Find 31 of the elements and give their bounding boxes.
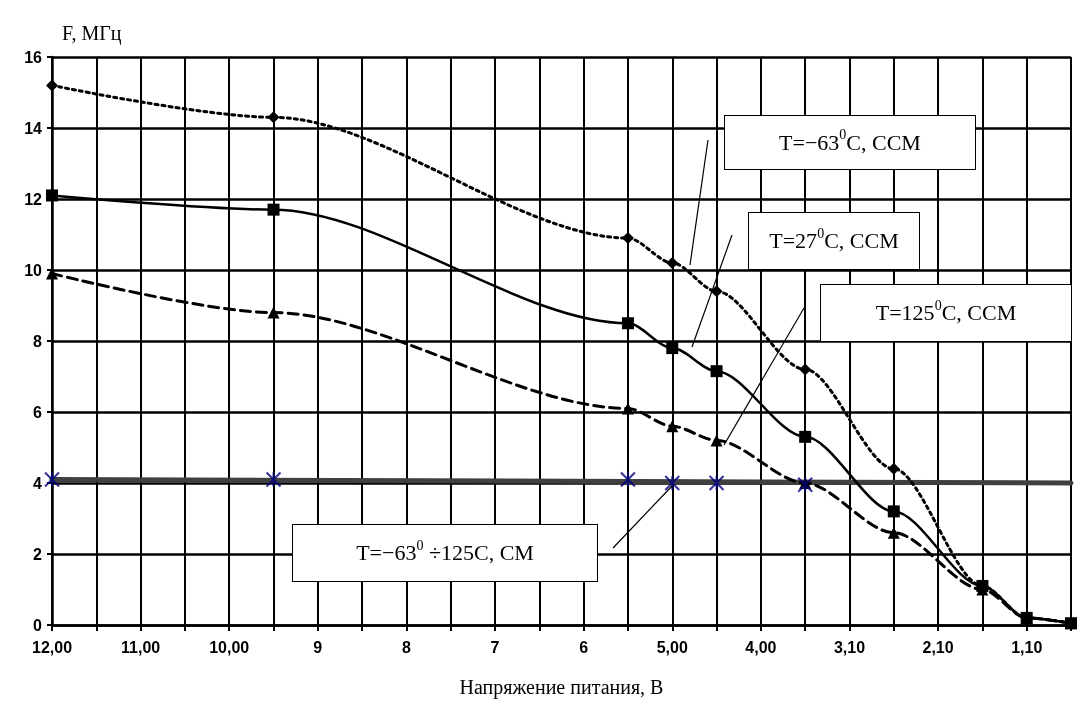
x-axis-title: Напряжение питания, В [459,676,664,699]
annotation: T=27$^{0}$C, ССМ [769,225,899,254]
x-tick-label: 4,00 [745,638,777,656]
annotation: T=125$^{0}$C, ССМ [875,297,1017,326]
callout-box: T=−63$^{0}$ ÷125C, СМ [292,524,598,582]
x-tick-label: 6 [579,638,589,656]
annotation: T=−63$^{0}$ ÷125C, СМ [356,537,534,566]
y-tick-label: 6 [33,403,43,421]
x-tick-label: 10,00 [209,638,250,656]
y-tick-label: 2 [33,545,43,563]
y-axis-title: F, МГц [62,22,122,45]
y-tick-label: 16 [24,48,43,66]
y-tick-label: 0 [33,616,43,634]
y-tick-label: 10 [24,261,43,279]
x-tick-label: 5,00 [656,638,688,656]
callout-box: T=125$^{0}$C, ССМ [820,284,1072,342]
x-tick-label: 12,00 [31,638,73,656]
x-tick-label: 9 [313,638,323,656]
y-tick-label: 8 [33,332,43,350]
y-tick-label: 4 [33,474,43,492]
callout-box: T=27$^{0}$C, ССМ [748,212,920,270]
y-tick-label: 14 [24,119,43,137]
x-tick-label: 11,00 [121,638,161,656]
annotation: T=−63$^{0}$C, ССМ [779,127,921,156]
y-tick-label: 12 [24,190,43,208]
x-tick-label: 1,10 [1011,638,1043,656]
x-tick-label: 7 [490,638,500,656]
callout-box: T=−63$^{0}$C, ССМ [724,115,976,170]
x-tick-label: 8 [401,638,411,656]
x-tick-label: 2,10 [922,638,954,656]
x-tick-label: 3,10 [833,638,866,656]
